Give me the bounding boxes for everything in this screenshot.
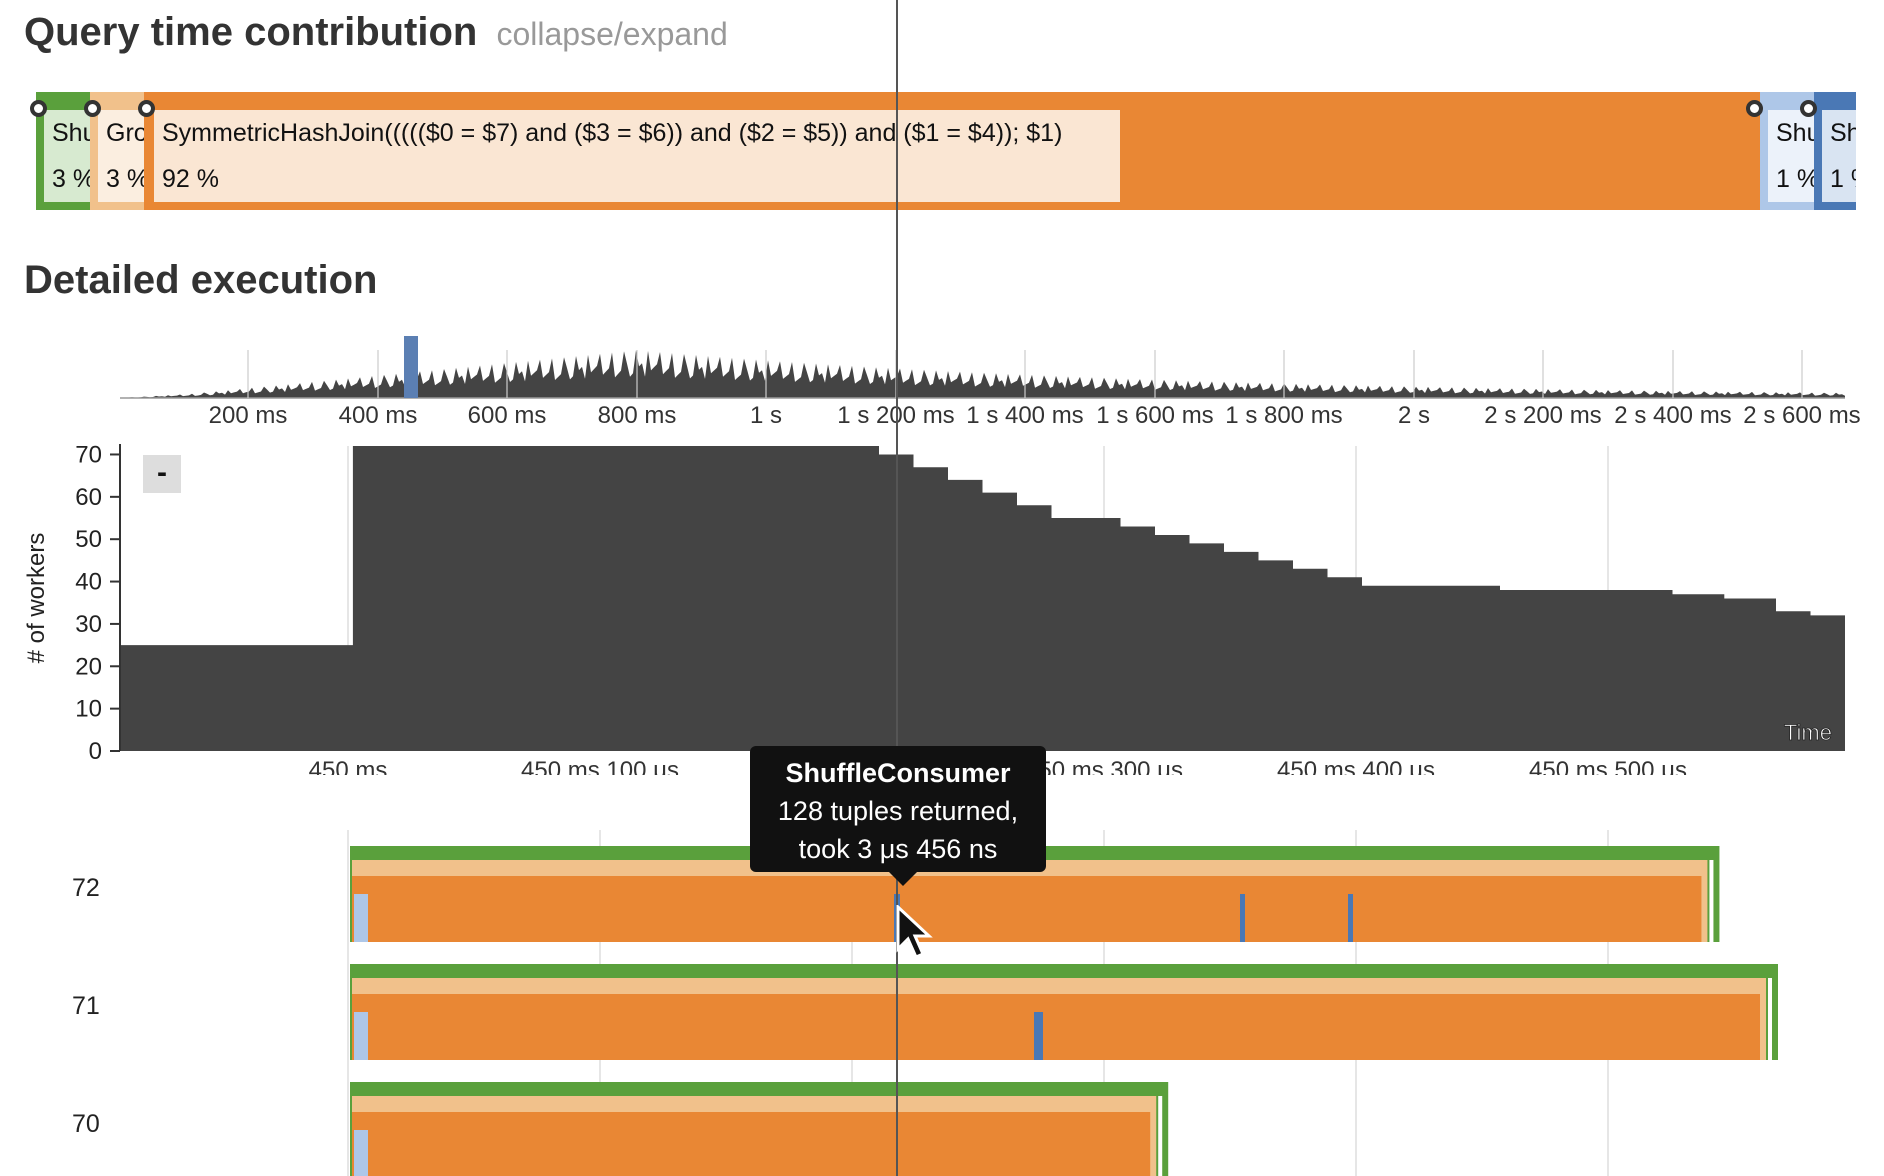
worker-row <box>350 964 1778 1060</box>
row-end-mark <box>1709 860 1714 942</box>
overview-tick-label: 1 s <box>750 402 782 429</box>
overview-tick-label: 1 s 800 ms <box>1225 402 1342 429</box>
overview-tick-label: 2 s 200 ms <box>1484 402 1601 429</box>
detailed-execution-title: Detailed execution <box>24 258 378 302</box>
segment-label: Gro 3 % <box>98 110 144 202</box>
segment-percent: 3 % <box>52 165 90 193</box>
contribution-bar: Shu 3 % Gro 3 % SymmetricHashJoin((((($0 = $… <box>30 92 1856 210</box>
overview-activity-area <box>120 350 1845 398</box>
collapse-expand-link[interactable]: collapse/expand <box>496 16 728 52</box>
workers-y-tick-label: 70 <box>75 441 102 468</box>
operator-tooltip: ShuffleConsumer 128 tuples returned, too… <box>750 746 1046 886</box>
segment-drag-handle[interactable] <box>1800 100 1817 117</box>
workers-area <box>120 446 1845 751</box>
workers-y-tick-label: 10 <box>75 696 102 723</box>
contribution-title: Query time contribution <box>24 10 478 54</box>
overview-tick-label: 400 ms <box>339 402 418 429</box>
overview-tick-label: 1 s 400 ms <box>966 402 1083 429</box>
row-shuffle-mark[interactable] <box>354 1012 368 1060</box>
workers-y-tick-label: 20 <box>75 653 102 680</box>
segment-drag-handle[interactable] <box>1746 100 1763 117</box>
worker-row-label: 71 <box>72 992 100 1020</box>
workers-chart: 0 10 20 30 40 50 60 70 # of workers 450 ms 450 ms … <box>23 441 1845 775</box>
workers-x-tick-label: 450 ms 500 μs <box>1529 757 1687 775</box>
segment-drag-handle[interactable] <box>138 100 155 117</box>
overview-tick-label: 200 ms <box>209 402 288 429</box>
segment-operator-name: Shu <box>1776 119 1814 147</box>
tooltip-tuples: 128 tuples returned, <box>777 796 1019 826</box>
worker-row-label: 72 <box>72 874 100 902</box>
segment-percent: 3 % <box>106 165 144 193</box>
row-shuffle-mark[interactable] <box>1034 1012 1043 1060</box>
row-orange-bar[interactable] <box>352 994 1760 1060</box>
workers-y-tick-label: 30 <box>75 611 102 638</box>
workers-y-tick-label: 0 <box>89 738 102 765</box>
segment-percent: 1 % <box>1830 165 1856 193</box>
row-orange-bar[interactable] <box>352 1112 1151 1176</box>
worker-rows <box>347 830 1778 1176</box>
row-shuffle-mark[interactable] <box>354 1130 368 1176</box>
worker-row <box>350 1082 1169 1176</box>
overview-tick-label: 800 ms <box>598 402 677 429</box>
collapse-button[interactable]: - <box>143 455 181 493</box>
segment-drag-handle[interactable] <box>30 100 47 117</box>
segment-label: Shu 1 % <box>1768 110 1814 202</box>
contribution-segment[interactable]: Shu 1 % <box>1814 92 1856 210</box>
workers-x-tick-label: 450 ms 400 μs <box>1277 757 1435 775</box>
contribution-title-row: Query time contribution collapse/expand <box>24 10 728 55</box>
segment-operator-name: Shu <box>1830 119 1856 147</box>
row-shuffle-mark[interactable] <box>354 894 368 942</box>
overview-tick-label: 2 s 600 ms <box>1743 402 1860 429</box>
segment-label: Shu 3 % <box>44 110 90 202</box>
overview-tick-label: 2 s <box>1398 402 1430 429</box>
contribution-segment[interactable]: SymmetricHashJoin((((($0 = $7) and ($3 =… <box>144 92 1760 210</box>
worker-row <box>350 846 1720 942</box>
time-cursor-line <box>896 0 898 1176</box>
workers-y-tick-label: 50 <box>75 526 102 553</box>
contribution-segment[interactable]: Shu 3 % <box>36 92 90 210</box>
row-end-mark <box>1158 1096 1163 1176</box>
overview-tick-label: 1 s 600 ms <box>1096 402 1213 429</box>
workers-y-tick-label: 60 <box>75 484 102 511</box>
overview-tick-label: 2 s 400 ms <box>1614 402 1731 429</box>
workers-x-tick-label: 450 ms <box>309 757 388 775</box>
row-shuffle-mark[interactable] <box>1240 894 1245 942</box>
worker-row-label: 70 <box>72 1110 100 1138</box>
segment-label: SymmetricHashJoin((((($0 = $7) and ($3 =… <box>154 110 1120 202</box>
segment-percent: 92 % <box>162 165 219 193</box>
tooltip-title: ShuffleConsumer <box>785 758 1011 788</box>
segment-operator-name: Gro <box>106 119 144 147</box>
segment-percent: 1 % <box>1776 165 1814 193</box>
time-axis-label: Time <box>1784 720 1832 745</box>
contribution-segment[interactable]: Gro 3 % <box>90 92 144 210</box>
workers-y-tick-label: 40 <box>75 569 102 596</box>
segment-drag-handle[interactable] <box>84 100 101 117</box>
workers-x-tick-label: 450 ms 100 μs <box>521 757 679 775</box>
workers-y-label: # of workers <box>23 533 50 664</box>
row-orange-bar[interactable] <box>352 876 1702 942</box>
row-shuffle-mark[interactable] <box>1348 894 1353 942</box>
overview-brush[interactable] <box>404 336 418 398</box>
workers-x-tick-label: 450 ms 300 μs <box>1025 757 1183 775</box>
segment-label: Shu 1 % <box>1822 110 1856 202</box>
overview-tick-label: 600 ms <box>468 402 547 429</box>
tooltip-duration: took 3 μs 456 ns <box>798 834 998 864</box>
segment-operator-name: Shu <box>52 119 90 147</box>
mouse-pointer-icon <box>896 905 933 959</box>
segment-operator-name: SymmetricHashJoin((((($0 = $7) and ($3 =… <box>162 119 1063 147</box>
row-end-mark <box>1768 978 1772 1060</box>
